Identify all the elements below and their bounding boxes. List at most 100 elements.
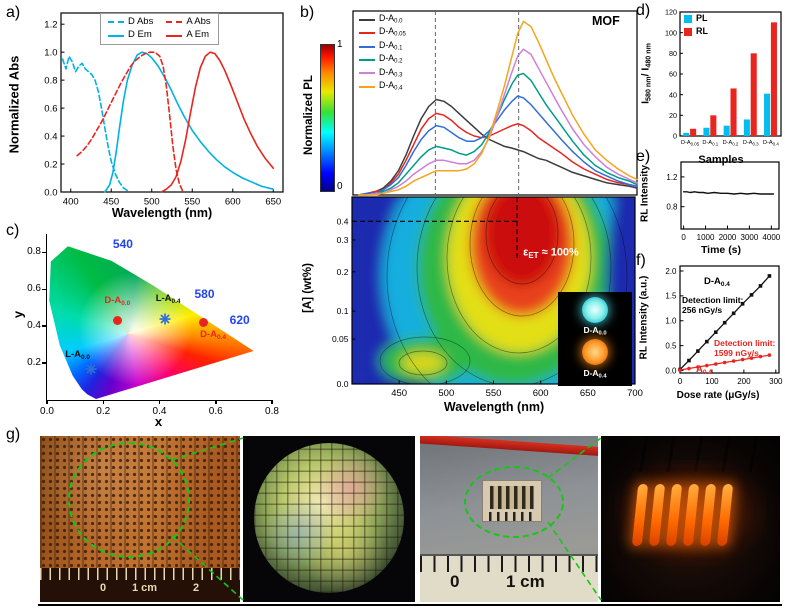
cie-diagram: 0.0 0.2 0.4 0.6 0.8 0.2 0.4 0.6 0.8 540 580 620 D-A0… xyxy=(27,234,279,417)
tick-label: 20 xyxy=(669,111,677,120)
legend-item: D Em xyxy=(108,29,153,41)
legend-label: RL xyxy=(696,25,708,36)
panel-d-legend: PL RL xyxy=(684,13,708,37)
legend-label: A Em xyxy=(186,29,210,41)
tick-label: 0.5 xyxy=(665,342,677,351)
category-label: D-A0.1 xyxy=(702,140,718,146)
tick-label: 1.0 xyxy=(44,48,57,59)
legend-swatch xyxy=(108,21,124,24)
tick-label: 80 xyxy=(669,49,677,58)
marker xyxy=(705,363,709,368)
legend-label: PL xyxy=(696,13,708,23)
legend-swatch xyxy=(359,18,375,21)
tick-label: 0.0 xyxy=(337,379,349,389)
series-line xyxy=(61,55,129,192)
tick-label: 0.3 xyxy=(337,235,349,245)
d-a-0.0-sample-photo xyxy=(582,297,608,323)
marker xyxy=(731,311,736,316)
ruler-ticks xyxy=(40,568,240,580)
marker xyxy=(722,360,727,365)
point-marker xyxy=(198,318,208,328)
d-a-0.4-sample-photo xyxy=(582,339,608,365)
tick-label: 0.2 xyxy=(27,357,41,369)
tick-label: 0.6 xyxy=(27,283,41,295)
colorbar-min-label: 0 xyxy=(337,181,343,192)
tick-label: 500 xyxy=(144,197,160,208)
legend-swatch xyxy=(359,72,375,75)
tick-label: 1.5 xyxy=(665,292,677,301)
bar-RL xyxy=(770,22,777,137)
tick-label: 300 xyxy=(769,377,783,386)
orange-glow-photo xyxy=(601,436,780,602)
panel-d-label: d) xyxy=(636,2,651,19)
tick-label: 120 xyxy=(665,8,677,17)
marker xyxy=(713,362,718,366)
zoom-region-ellipse xyxy=(68,442,190,558)
tick-label: 100 xyxy=(665,28,677,37)
bar-RL xyxy=(710,115,717,136)
f-black-detection-limit: Detection limit: 256 nGy/s xyxy=(682,295,744,316)
tick-label: 600 xyxy=(225,197,241,208)
category-label: D-A0.3 xyxy=(743,140,759,146)
legend-item: D-A0.4 xyxy=(359,80,406,93)
ruler-label: 0 xyxy=(100,582,107,594)
marker xyxy=(678,368,682,372)
figure-bottom-rule xyxy=(38,604,782,606)
tick-label: 650 xyxy=(580,388,596,399)
legend-swatch xyxy=(684,27,692,36)
tick-label: 0.8 xyxy=(27,246,41,258)
panel-a-label: a) xyxy=(6,4,21,21)
panel-e-ylabel: RL Intensity xyxy=(639,164,651,223)
bar-RL xyxy=(730,88,737,136)
tick-label: 2.0 xyxy=(665,267,677,276)
legend-swatch xyxy=(108,34,124,37)
tick-label: 0.2 xyxy=(96,406,111,417)
panel-e-xlabel: Time (s) xyxy=(700,244,742,256)
tick xyxy=(42,362,46,364)
plot-frame xyxy=(680,161,780,230)
ruler-light: 0 1 cm xyxy=(420,554,598,602)
rl-stability-chart: 0 1000 2000 3000 4000 0.8 1.2 xyxy=(666,161,781,242)
glowing-mof-film xyxy=(254,443,404,593)
bar-PL xyxy=(683,132,690,136)
plot-frame xyxy=(352,10,638,196)
tick xyxy=(215,400,217,404)
legend-swatch xyxy=(359,85,375,88)
legend-swatch xyxy=(359,45,375,48)
legend-label: D-A0.05 xyxy=(379,26,406,39)
tick xyxy=(42,325,46,327)
panel-c-label: c) xyxy=(6,222,20,239)
tick-label: 1.0 xyxy=(665,317,677,326)
point-label: D-A0.4 xyxy=(200,328,227,341)
series-line xyxy=(357,98,638,196)
legend-item: D-A0.0 xyxy=(359,13,406,26)
glow-bar xyxy=(682,484,700,546)
tick-label: 0.1 xyxy=(337,306,349,316)
panel-b-legend: D-A0.0 D-A0.05 D-A0.1 D-A0.2 D-A0.3 D-A0.4 xyxy=(359,13,406,94)
marker xyxy=(740,357,745,362)
marker xyxy=(749,293,754,297)
marker xyxy=(713,330,718,334)
sample-photo-inset: D-A0.0 D-A0.4 xyxy=(558,292,632,386)
contour-ylabel: [A] (wt%) xyxy=(302,263,314,313)
legend-swatch xyxy=(684,14,692,23)
luminescent-film-photo xyxy=(243,436,415,602)
marker xyxy=(705,339,709,344)
series-line xyxy=(682,191,775,195)
glowing-segments xyxy=(615,460,767,566)
tick xyxy=(42,251,46,254)
ruler-label: 0 xyxy=(450,572,460,591)
efficiency-annotation: εET ≈ 100% xyxy=(523,246,579,260)
panel-a-xlabel: Wavelength (nm) xyxy=(111,206,213,220)
ruler-label: 2 xyxy=(193,582,200,594)
bar-PL xyxy=(723,125,730,136)
panel-a-legend: D Abs A Abs D Em A Em xyxy=(100,13,219,45)
wavelength-label: 620 xyxy=(229,312,250,327)
legend-swatch xyxy=(359,59,375,62)
plot-frame xyxy=(679,265,780,374)
ruler-label: 1 cm xyxy=(132,582,158,594)
tick-label: 650 xyxy=(265,197,281,208)
legend-item: PL xyxy=(684,13,708,25)
panel-b-label: b) xyxy=(300,4,315,21)
legend-swatch xyxy=(166,34,183,37)
